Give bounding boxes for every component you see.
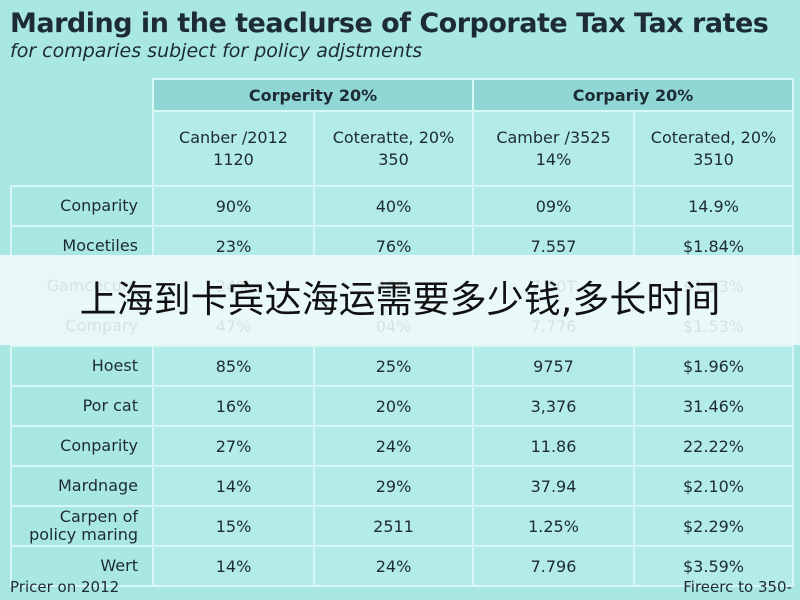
cell: $2.29% [632, 505, 795, 547]
cell: 16% [152, 385, 315, 427]
row: Conparity 27% 24% 11.86 22.22% [10, 425, 795, 467]
cell: $1.96% [632, 345, 795, 387]
column-header: Coterattе, 20% 350 [313, 110, 474, 187]
cell: 29% [313, 465, 474, 507]
row-label: Hoest [10, 345, 154, 387]
cell: 31.46% [632, 385, 795, 427]
cell: 20% [313, 385, 474, 427]
header-line: Coterattе, 20% [332, 127, 455, 147]
group-header: Corperity 20% [152, 78, 474, 112]
column-header: Coterated, 20% 3510 [632, 110, 795, 187]
cell: 24% [313, 425, 474, 467]
cell: 11.86 [472, 425, 635, 467]
cell: 37.94 [472, 465, 635, 507]
footer-right: Fireerc to 350- [683, 578, 792, 596]
cell: 15% [152, 505, 315, 547]
row: Hoest 85% 25% 9757 $1.96% [10, 345, 795, 387]
cell: 14% [152, 465, 315, 507]
header-line: 3510 [693, 149, 734, 169]
cell: 09% [472, 185, 635, 227]
header-line: 1120 [213, 149, 254, 169]
cell: 9757 [472, 345, 635, 387]
cell: 2511 [313, 505, 474, 547]
cell: 85% [152, 345, 315, 387]
header-line: 350 [378, 149, 409, 169]
row-label: Conparity [10, 425, 154, 467]
title: Marding in the teaclurse of Corporate Ta… [10, 8, 769, 39]
row: Mardnage 14% 29% 37.94 $2.10% [10, 465, 795, 507]
column-header: Camber /3525 14% [472, 110, 635, 187]
cell: $2.10% [632, 465, 795, 507]
empty [11, 79, 153, 111]
header-line: Camber /3525 [496, 127, 611, 147]
cell: 14% [152, 545, 315, 587]
row-label: Wert [10, 545, 154, 587]
group-header: Corpariy 20% [471, 78, 795, 112]
subtitle: for comparies subject for policy adjstme… [10, 40, 423, 62]
cell: 3,376 [472, 385, 635, 427]
row-label: Conparity [10, 185, 154, 227]
row-label: Mardnage [10, 465, 154, 507]
cell: 40% [313, 185, 474, 227]
row: Carpen of policy maring 15% 2511 1.25% $2.29… [10, 505, 795, 547]
cell: 22.22% [632, 425, 795, 467]
row-label: Carpen of policy maring [10, 505, 154, 547]
row-label: Por cat [10, 385, 154, 427]
header-line: Coterated, 20% [650, 127, 777, 147]
cell: 25% [313, 345, 474, 387]
cell: 90% [152, 185, 315, 227]
cell: 27% [152, 425, 315, 467]
cell: 7.796 [472, 545, 635, 587]
row: Conparity 90% 40% 09% 14.9% [10, 185, 795, 227]
banner: 上海到卡宾达海运需要多少钱,多长时间 [0, 255, 800, 345]
column-header: Canber /2012 1120 [152, 110, 315, 187]
cell: 1.25% [472, 505, 635, 547]
cell: 14.9% [632, 185, 795, 227]
row: Por cat 16% 20% 3,376 31.46% [10, 385, 795, 427]
header-line: 14% [535, 149, 572, 169]
footer-left: Pricer on 2012 [10, 578, 120, 596]
header-line: Canber /2012 [179, 127, 288, 147]
empty [11, 111, 153, 186]
cell: 24% [313, 545, 474, 587]
row: Wert 14% 24% 7.796 $3.59% [10, 545, 795, 587]
cell: $3.59% [632, 545, 795, 587]
